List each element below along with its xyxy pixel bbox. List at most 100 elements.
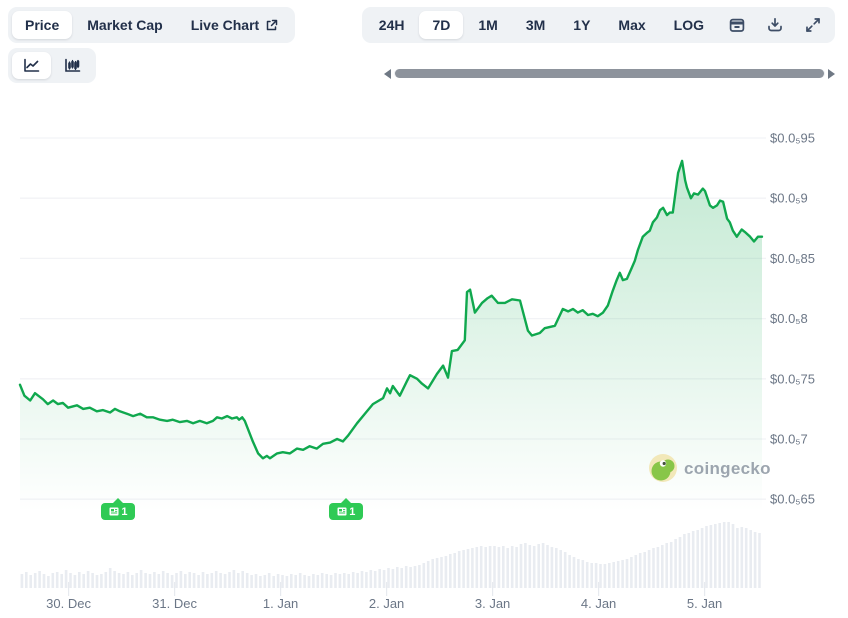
volume-bar xyxy=(550,547,554,588)
tab-1m[interactable]: 1M xyxy=(465,11,510,39)
volume-bar xyxy=(175,573,178,588)
y-axis-label: $0.0₅75 xyxy=(770,371,815,386)
volume-bar xyxy=(488,546,492,588)
expand-icon xyxy=(805,17,821,33)
line-chart-icon xyxy=(23,58,40,73)
volume-bar xyxy=(161,571,165,588)
volume-bar xyxy=(334,573,337,588)
volume-bar xyxy=(100,574,103,588)
volume-bar xyxy=(431,559,434,588)
price-area-fill xyxy=(20,160,762,512)
tab-1m-label: 1M xyxy=(478,17,498,33)
y-axis-label: $0.0₅9 xyxy=(770,191,808,206)
volume-bar xyxy=(621,560,624,588)
volume-bar xyxy=(590,563,593,588)
volume-bar xyxy=(369,570,373,588)
volume-bar xyxy=(241,571,244,588)
tab-1y[interactable]: 1Y xyxy=(560,11,603,39)
download-icon xyxy=(767,17,783,33)
fullscreen-button[interactable] xyxy=(795,11,831,39)
volume-bar xyxy=(135,573,138,588)
volume-bar xyxy=(497,547,501,588)
volume-bar xyxy=(453,553,456,588)
volume-bar xyxy=(166,573,169,588)
volume-bar xyxy=(612,562,615,588)
volume-bar xyxy=(696,530,699,588)
scrollbar-right-arrow-icon[interactable] xyxy=(828,68,835,79)
x-axis-label: 1. Jan xyxy=(263,596,298,611)
volume-bar xyxy=(86,571,90,588)
volume-bar xyxy=(329,575,333,588)
volume-bar xyxy=(148,574,152,588)
date-range-button[interactable] xyxy=(719,11,755,39)
x-axis-label: 5. Jan xyxy=(687,596,722,611)
tab-log-label: LOG xyxy=(673,17,704,33)
volume-bar xyxy=(714,524,717,588)
volume-bar xyxy=(722,522,726,588)
volume-bar xyxy=(577,559,580,588)
volume-bar xyxy=(484,547,487,588)
news-annotation-badge[interactable]: 1 xyxy=(329,498,364,520)
scrollbar-left-arrow-icon[interactable] xyxy=(384,68,391,79)
volume-bar xyxy=(625,559,629,588)
scrollbar-track[interactable] xyxy=(394,69,825,78)
y-axis-label: $0.0₅7 xyxy=(770,432,808,447)
volume-bar xyxy=(290,574,293,588)
volume-bar xyxy=(254,574,258,588)
metric-tabs: Price Market Cap Live Chart xyxy=(8,7,296,43)
volume-bar xyxy=(665,543,668,588)
tab-market-cap[interactable]: Market Cap xyxy=(74,11,175,39)
y-axis-label: $0.0₅65 xyxy=(770,492,815,507)
volume-bar xyxy=(594,563,598,588)
volume-bar xyxy=(184,574,187,588)
volume-bar xyxy=(683,534,686,588)
timeframe-tabs: 24H 7D 1M 3M 1Y Max LOG xyxy=(361,7,835,43)
price-chart[interactable]: $0.0₅95 $0.0₅9 $0.0₅85 $0.0₅8 $0.0₅75 $0.0₅7 $… xyxy=(0,96,848,618)
tab-price[interactable]: Price xyxy=(12,11,73,39)
volume-bar xyxy=(462,550,465,588)
volume-bar xyxy=(568,555,571,588)
volume-bar xyxy=(232,570,236,588)
volume-bar xyxy=(356,573,359,588)
tab-max[interactable]: Max xyxy=(605,11,658,39)
news-annotation-badge[interactable]: 1 xyxy=(101,498,136,520)
volume-bar xyxy=(404,566,408,588)
volume-bar xyxy=(38,571,41,588)
tab-live-chart[interactable]: Live Chart xyxy=(178,11,291,39)
tab-log[interactable]: LOG xyxy=(661,11,717,39)
volume-bar xyxy=(537,544,540,588)
scrollbar-thumb[interactable] xyxy=(395,69,824,78)
volume-bar xyxy=(351,572,355,588)
volume-bar xyxy=(47,576,50,588)
volume-bar xyxy=(581,560,585,588)
volume-bar xyxy=(572,557,576,588)
volume-bar xyxy=(736,528,739,588)
candlestick-chart-toggle[interactable] xyxy=(53,52,92,79)
volume-bar xyxy=(691,531,695,588)
tab-7d[interactable]: 7D xyxy=(419,11,464,39)
volume-bar xyxy=(131,575,134,588)
volume-bar xyxy=(718,523,721,588)
chart-type-toggle xyxy=(8,48,96,83)
y-axis-label: $0.0₅95 xyxy=(770,131,815,146)
volume-bar xyxy=(426,561,430,588)
tab-3m[interactable]: 3M xyxy=(513,11,558,39)
volume-bar xyxy=(303,575,306,588)
download-button[interactable] xyxy=(757,11,793,39)
volume-bar xyxy=(616,561,620,588)
volume-bar xyxy=(312,574,315,588)
line-chart-toggle[interactable] xyxy=(12,52,51,79)
tab-24h[interactable]: 24H xyxy=(366,11,418,39)
volume-bar xyxy=(276,574,280,588)
volume-bar xyxy=(652,548,655,588)
x-axis-label: 30. Dec xyxy=(46,596,91,611)
x-axis-label: 4. Jan xyxy=(581,596,616,611)
volume-bar xyxy=(444,556,448,588)
volume-bar xyxy=(338,574,342,588)
volume-bar xyxy=(435,558,439,588)
volume-bar xyxy=(687,533,691,588)
volume-bar xyxy=(95,575,99,588)
x-axis-label: 31. Dec xyxy=(152,596,197,611)
volume-bar xyxy=(440,557,443,588)
tab-7d-label: 7D xyxy=(432,17,451,33)
